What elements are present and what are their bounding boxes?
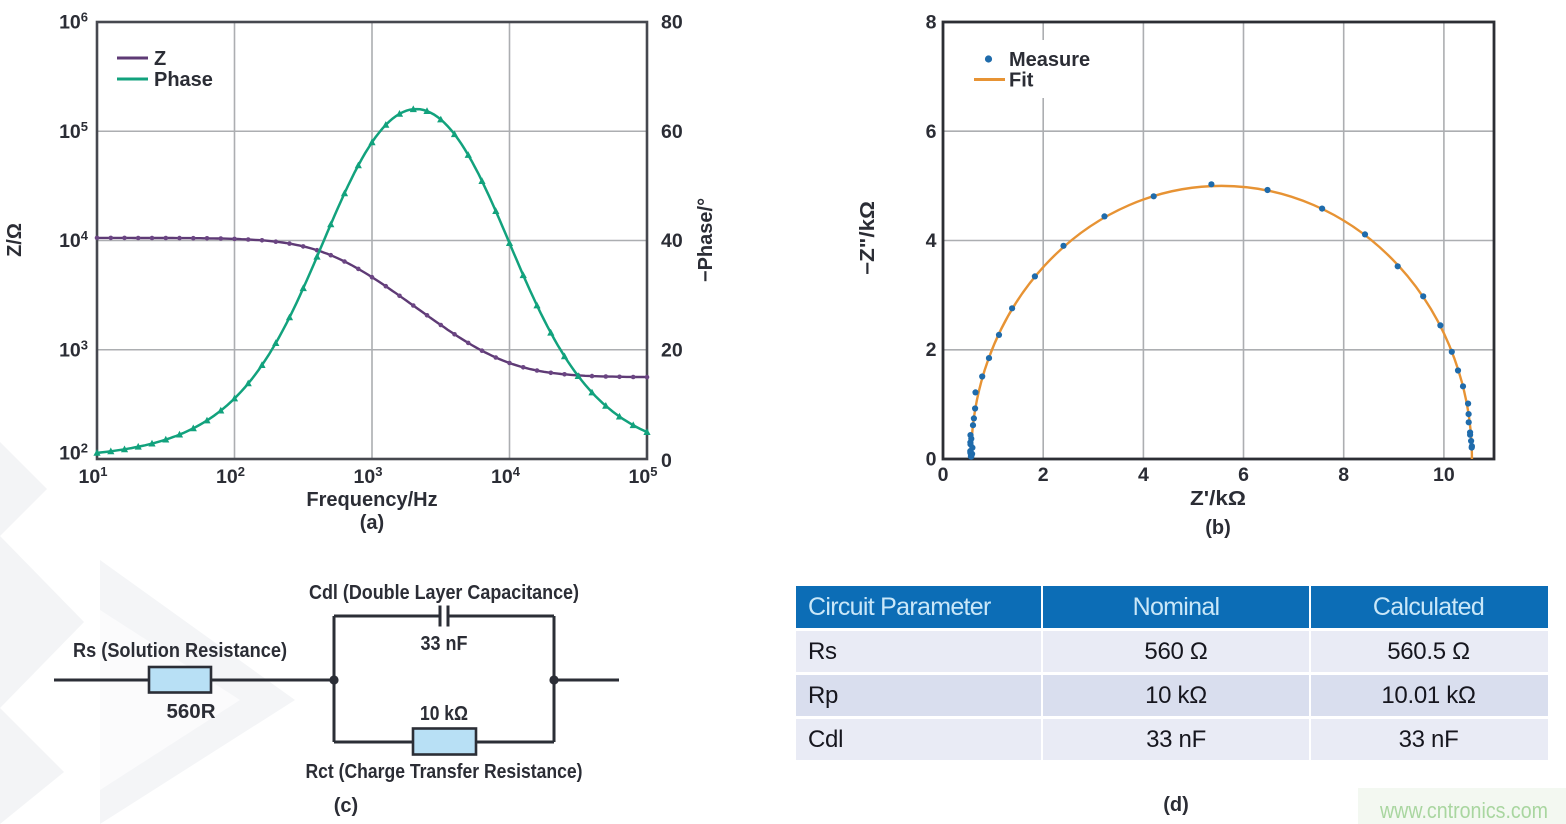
svg-text:Frequency/Hz: Frequency/Hz — [306, 489, 437, 511]
svg-text:Rct (Charge Transfer Resistanc: Rct (Charge Transfer Resistance) — [306, 761, 583, 783]
svg-text:Rs (Solution Resistance): Rs (Solution Resistance) — [73, 640, 287, 662]
svg-text:6: 6 — [1238, 464, 1249, 486]
svg-text:10 kΩ: 10 kΩ — [420, 703, 468, 725]
svg-text:0: 0 — [661, 450, 672, 472]
svg-text:0: 0 — [926, 449, 937, 471]
svg-text:(b): (b) — [1205, 517, 1231, 539]
svg-text:2: 2 — [1038, 464, 1049, 486]
svg-text:560R: 560R — [167, 701, 217, 723]
svg-text:Fit: Fit — [1009, 70, 1034, 92]
svg-text:Z: Z — [154, 48, 166, 70]
svg-text:Cdl (Double Layer Capacitance): Cdl (Double Layer Capacitance) — [309, 582, 579, 604]
svg-text:Phase: Phase — [154, 69, 213, 91]
svg-text:6: 6 — [926, 121, 937, 143]
svg-text:33 nF: 33 nF — [421, 633, 468, 655]
svg-text:105: 105 — [629, 464, 658, 488]
svg-text:20: 20 — [661, 339, 683, 361]
svg-text:−Phase/°: −Phase/° — [695, 198, 717, 282]
svg-text:8: 8 — [1338, 464, 1349, 486]
svg-text:104: 104 — [59, 228, 89, 252]
svg-text:10: 10 — [1433, 464, 1455, 486]
svg-text:0: 0 — [938, 464, 949, 486]
svg-text:2: 2 — [926, 339, 937, 361]
svg-text:4: 4 — [1138, 464, 1149, 486]
svg-text:(c): (c) — [334, 795, 358, 817]
svg-text:Z'/kΩ: Z'/kΩ — [1190, 488, 1246, 510]
svg-text:Z/Ω: Z/Ω — [4, 223, 26, 257]
svg-text:(a): (a) — [360, 512, 384, 534]
svg-text:60: 60 — [661, 121, 683, 143]
svg-text:40: 40 — [661, 230, 683, 252]
svg-text:Measure: Measure — [1009, 49, 1090, 71]
svg-text:(d): (d) — [1163, 794, 1189, 816]
svg-text:80: 80 — [661, 12, 683, 34]
svg-text:www.cntronics.com: www.cntronics.com — [1379, 798, 1548, 823]
svg-text:4: 4 — [926, 230, 937, 252]
svg-text:−Z"/kΩ: −Z"/kΩ — [857, 201, 879, 275]
svg-text:8: 8 — [926, 12, 937, 34]
